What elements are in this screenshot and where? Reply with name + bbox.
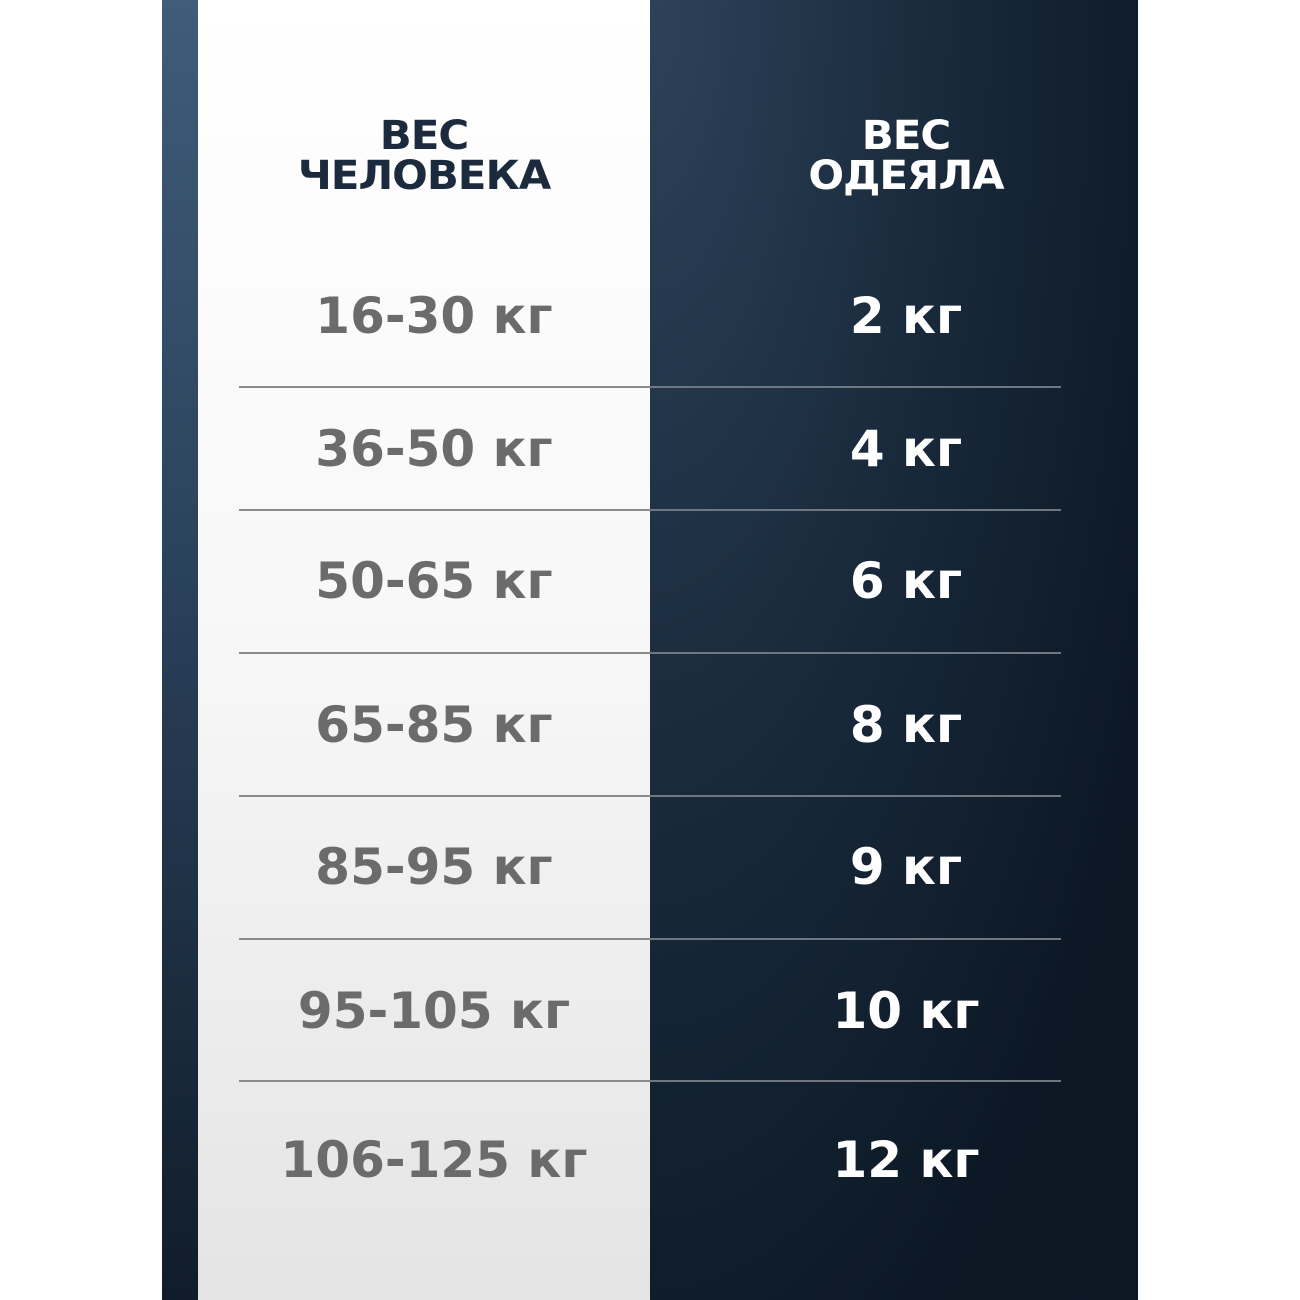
person-weight-cell: 36-50 кг bbox=[315, 420, 553, 478]
header-line: ЧЕЛОВЕКА bbox=[297, 153, 551, 199]
row-divider bbox=[239, 509, 1061, 511]
blanket-weight-cell: 6 кг bbox=[849, 552, 963, 610]
header-line: ОДЕЯЛА bbox=[808, 153, 1004, 199]
accent-strip bbox=[162, 0, 198, 1300]
person-weight-cell: 16-30 кг bbox=[315, 287, 553, 345]
blanket-weight-column bbox=[650, 0, 1138, 1300]
blanket-weight-cell: 10 кг bbox=[832, 982, 980, 1040]
person-weight-cell: 65-85 кг bbox=[315, 696, 553, 754]
person-weight-header: ВЕС ЧЕЛОВЕКА bbox=[187, 116, 662, 196]
person-weight-cell: 106-125 кг bbox=[280, 1131, 588, 1189]
person-weight-cell: 85-95 кг bbox=[315, 838, 553, 896]
blanket-weight-cell: 4 кг bbox=[849, 420, 963, 478]
header-line: ВЕС bbox=[861, 113, 951, 159]
blanket-weight-cell: 12 кг bbox=[832, 1131, 980, 1189]
blanket-weight-cell: 8 кг bbox=[849, 696, 963, 754]
row-divider bbox=[239, 1080, 1061, 1082]
row-divider bbox=[239, 795, 1061, 797]
row-divider bbox=[239, 386, 1061, 388]
row-divider bbox=[239, 938, 1061, 940]
person-weight-cell: 95-105 кг bbox=[297, 982, 571, 1040]
blanket-weight-cell: 9 кг bbox=[849, 838, 963, 896]
row-divider bbox=[239, 652, 1061, 654]
header-line: ВЕС bbox=[379, 113, 469, 159]
person-weight-cell: 50-65 кг bbox=[315, 552, 553, 610]
blanket-weight-cell: 2 кг bbox=[849, 287, 963, 345]
person-weight-column bbox=[198, 0, 650, 1300]
blanket-weight-header: ВЕС ОДЕЯЛА bbox=[669, 116, 1144, 196]
